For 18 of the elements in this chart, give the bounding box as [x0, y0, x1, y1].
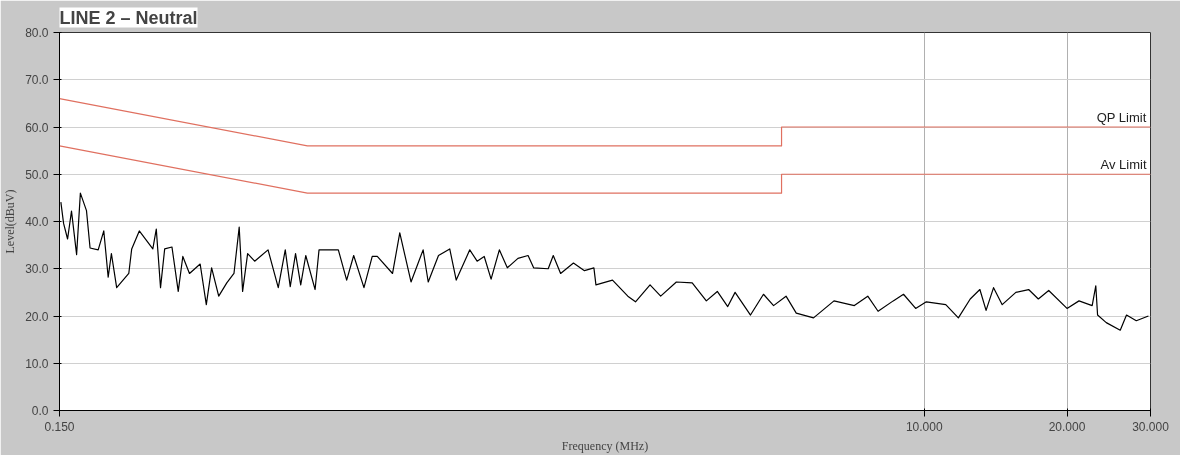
series-label: Av Limit — [1100, 157, 1147, 173]
y-tick-label: 60.0 — [25, 120, 49, 135]
y-tick-label: 0.0 — [31, 404, 49, 418]
y-tick-label: 30.0 — [25, 262, 49, 277]
series-label: QP Limit — [1096, 110, 1147, 125]
y-tick-label: 20.0 — [25, 309, 49, 324]
x-axis-title: Frequency (MHz) — [561, 438, 649, 453]
chart-title: LINE 2 – Neutral — [59, 7, 198, 28]
x-tick-label: 0.150 — [44, 419, 75, 434]
x-tick-label: 10.000 — [905, 419, 943, 434]
y-tick-label: 70.0 — [25, 73, 49, 88]
y-tick-label: 10.0 — [25, 356, 49, 371]
y-axis-title: Level(dBuV) — [3, 189, 18, 254]
y-tick-label: 40.0 — [25, 215, 49, 229]
y-tick-label: 50.0 — [25, 167, 49, 182]
x-tick-label: 20.000 — [1048, 419, 1086, 434]
x-tick-label: 30.000 — [1132, 419, 1170, 434]
y-tick-label: 80.0 — [25, 26, 49, 40]
